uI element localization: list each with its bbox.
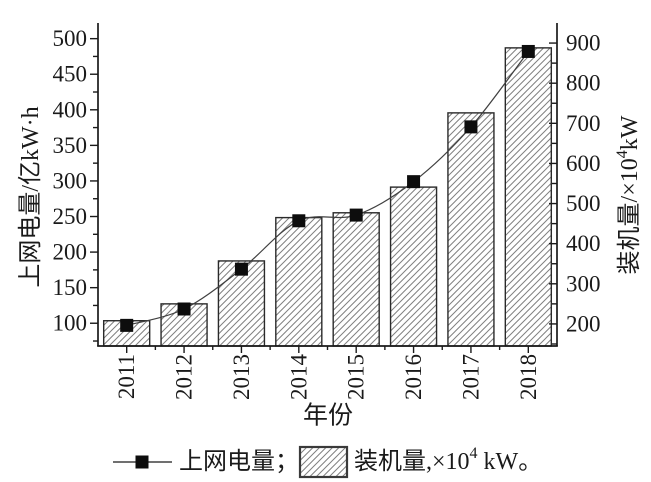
marker-2015 — [349, 208, 363, 222]
left-tick-label-450: 450 — [53, 62, 88, 87]
x-axis-labels: 2011 2012 2013 2014 2015 2016 2017 2018 — [114, 354, 541, 401]
right-tick-label-500: 500 — [566, 191, 601, 216]
bars-group — [102, 47, 553, 347]
marker-2013 — [234, 262, 248, 276]
marker-2016 — [407, 175, 421, 189]
marker-2011 — [120, 318, 134, 332]
right-tick-label-900: 900 — [566, 31, 601, 56]
left-tick-label-500: 500 — [53, 26, 88, 51]
bar-2018 — [504, 47, 553, 347]
x-tick-label-2017: 2017 — [458, 354, 483, 400]
right-tick-label-400: 400 — [566, 231, 601, 256]
x-tick-label-2016: 2016 — [401, 354, 426, 400]
legend-line-label: 上网电量； — [179, 448, 299, 475]
x-tick-label-2011: 2011 — [114, 354, 139, 399]
marker-2017 — [464, 120, 478, 134]
left-tick-label-100: 100 — [53, 311, 88, 336]
left-axis-ticks — [90, 37, 98, 342]
left-tick-label-250: 250 — [53, 204, 88, 229]
left-tick-label-350: 350 — [53, 133, 88, 158]
right-axis-title: 装机量/×104kW — [614, 115, 644, 274]
marker-2012 — [177, 302, 191, 316]
legend-line-marker — [135, 455, 149, 469]
marker-2018 — [521, 44, 535, 58]
right-tick-label-700: 700 — [566, 111, 601, 136]
left-axis-title: 上网电量/亿kW·h — [17, 106, 44, 287]
legend-bar-label: 装机量,×104 kW。 — [354, 445, 542, 476]
bar-2017 — [447, 112, 495, 347]
x-tick-label-2012: 2012 — [172, 354, 197, 400]
bar-2014 — [275, 216, 323, 347]
right-axis-ticks — [549, 42, 557, 345]
legend-bar-swatch — [298, 445, 349, 479]
marker-2014 — [292, 214, 306, 228]
bar-2015 — [332, 212, 380, 347]
left-tick-label-300: 300 — [53, 168, 88, 193]
left-axis-labels: 100 150 200 250 300 350 400 450 500 — [53, 26, 88, 336]
x-axis-title: 年份 — [303, 402, 353, 430]
x-tick-label-2018: 2018 — [516, 354, 541, 400]
x-tick-label-2013: 2013 — [229, 354, 254, 400]
bar-2016 — [389, 186, 438, 347]
left-tick-label-200: 200 — [53, 240, 88, 265]
x-axis-ticks — [125, 346, 530, 353]
right-tick-label-600: 600 — [566, 151, 601, 176]
legend: 上网电量； 装机量,×104 kW。 — [113, 445, 542, 479]
left-tick-label-400: 400 — [53, 97, 88, 122]
right-tick-label-200: 200 — [566, 311, 601, 336]
markers-group — [120, 44, 535, 332]
right-tick-label-300: 300 — [566, 271, 601, 296]
x-tick-label-2015: 2015 — [344, 354, 369, 400]
x-tick-label-2014: 2014 — [286, 354, 311, 401]
right-tick-label-800: 800 — [566, 71, 601, 96]
left-tick-label-150: 150 — [53, 275, 88, 300]
right-axis-labels: 200 300 400 500 600 700 800 900 — [566, 31, 601, 337]
